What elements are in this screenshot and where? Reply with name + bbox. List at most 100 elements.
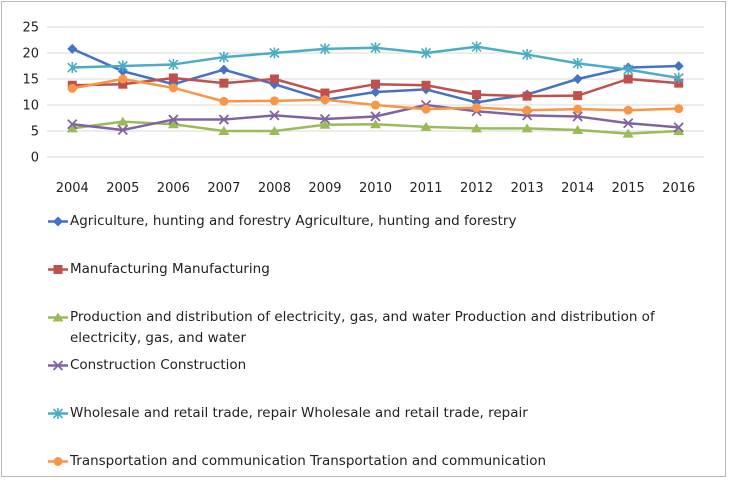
legend-label-wholesale: Wholesale and retail trade, repair Whole… [70,405,528,421]
data-point [319,113,331,125]
x-tick-label: 2005 [106,181,139,196]
legend-item-agriculture: Agriculture, hunting and forestry Agricu… [46,211,686,232]
series-4 [67,41,684,84]
data-point [269,47,280,59]
x-tick-label: 2015 [612,181,645,196]
data-point [371,100,380,110]
data-point [673,126,685,135]
data-point [66,123,78,133]
data-point [67,43,78,54]
legend-marker-wholesale [48,408,68,419]
data-point [573,104,583,114]
data-point [67,62,78,74]
data-point [117,60,128,72]
data-point [572,124,584,134]
legend-symbol [53,457,63,466]
y-tick-label: 0 [31,151,39,166]
series-5 [67,74,684,115]
data-point [420,47,432,59]
data-point [370,119,381,129]
data-point [623,74,633,84]
x-tick-label: 2009 [308,181,341,196]
x-tick-label: 2013 [511,181,544,196]
data-point [269,96,279,106]
x-tick-label: 2006 [157,181,190,196]
legend-item-transportation: Transportation and communication Transpo… [46,451,686,472]
data-point [522,105,532,115]
data-point [472,90,482,100]
legend-item-electricity: Production and distribution of electrici… [46,307,686,349]
y-tick-label: 25 [22,21,39,36]
x-tick-label: 2016 [662,181,695,196]
legend-symbol [52,360,64,371]
y-tick-label: 5 [31,125,39,140]
legend-marker-manufacturing [48,265,68,274]
data-point [269,74,279,84]
legend-marker-construction [48,360,68,371]
data-point [117,116,129,126]
data-point [370,42,381,54]
data-point [674,104,684,114]
data-point [522,91,532,101]
legend-label-construction: Construction Construction [70,357,247,373]
data-point [472,103,482,113]
data-point [622,128,634,138]
data-point [572,57,583,69]
data-point [572,74,583,84]
line-chart: 0 5 10 15 20 25 2004 2005 2006 2007 2008 2009 2010 20… [22,21,704,196]
data-point [219,78,229,88]
x-tick-label: 2011 [409,181,442,196]
x-tick-label: 2004 [56,181,89,196]
x-tick-label: 2008 [258,181,291,196]
legend-marker-transportation [48,457,68,466]
data-point [167,119,179,129]
x-tick-label: 2010 [359,181,392,196]
data-point [320,95,330,105]
legend-item-wholesale: Wholesale and retail trade, repair Whole… [46,403,686,424]
data-point [67,119,78,130]
y-tick-label: 20 [22,47,39,62]
data-point [168,73,178,83]
data-point [673,61,684,71]
legend-symbol [52,312,64,322]
data-point [168,114,179,125]
data-point [218,114,230,125]
legend-label-agriculture: Agriculture, hunting and forestry Agricu… [70,213,517,229]
legend-item-manufacturing: Manufacturing Manufacturing [46,259,686,280]
data-point [67,83,77,93]
data-point [319,119,331,129]
data-point [673,72,684,84]
data-point [219,96,229,106]
data-point [168,83,178,93]
data-point [522,49,533,61]
data-point [370,87,381,97]
legend-symbol [53,265,63,274]
data-point [371,79,380,89]
x-tick-label: 2007 [207,181,240,196]
data-point [471,41,482,53]
data-point [370,111,381,122]
legend-symbol [52,408,64,419]
y-tick-label: 15 [22,73,39,88]
data-point [471,123,483,133]
data-point [268,126,280,135]
data-point [269,110,280,121]
data-point [118,74,128,84]
data-point [168,58,179,70]
legend-marker-electricity [48,312,68,322]
data-point [673,122,684,133]
data-point [521,123,533,133]
data-point [319,43,331,55]
legend-symbol [53,216,63,227]
x-tick-label: 2014 [561,181,594,196]
legend-label-manufacturing: Manufacturing Manufacturing [70,261,270,277]
data-point [420,121,432,131]
legend-item-construction: Construction Construction [46,355,686,376]
legend-label-electricity: Production and distribution of electrici… [70,309,655,346]
legend-marker-agriculture [48,216,68,227]
series-2 [66,116,685,138]
data-point [218,64,229,75]
legend-label-transportation: Transportation and communication Transpo… [70,453,547,469]
data-point [117,124,128,136]
